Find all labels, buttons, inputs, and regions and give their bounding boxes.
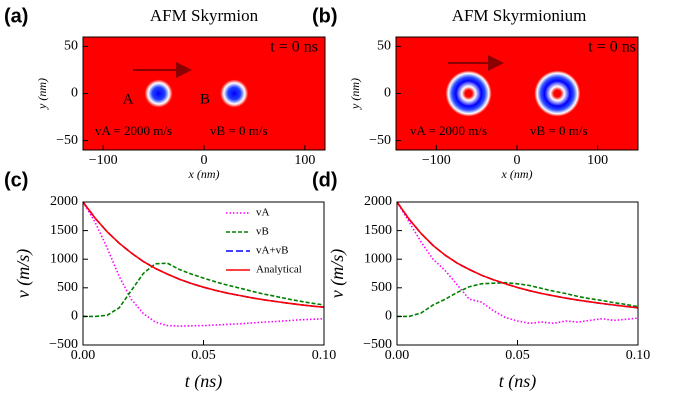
x-tick-label: −100 (422, 153, 451, 168)
y-tick-label: −50 (369, 133, 391, 148)
figure: (a) AFM Skyrmion t = 0 ns A BvA = 2000 m/s vB… (0, 0, 677, 403)
series-line (397, 202, 638, 308)
annotation: vB = 0 m/s (530, 123, 588, 138)
skyrmion (220, 80, 248, 108)
panel-label: (d) (312, 169, 338, 191)
y-tick-label: 500 (57, 280, 78, 295)
panel-label: (b) (312, 5, 338, 27)
y-tick-label: 50 (377, 39, 391, 54)
x-tick-label: 0.10 (312, 348, 337, 363)
y-tick-label: 0 (71, 309, 78, 324)
series-line (397, 202, 638, 308)
skyrmion (145, 80, 173, 108)
panel-title: AFM Skyrmion (150, 6, 259, 25)
annotation: t = 0 ns (270, 39, 318, 56)
y-axis-label: y (nm) (35, 78, 49, 110)
panel-label: (c) (4, 169, 28, 191)
y-tick-label: 2000 (364, 194, 392, 209)
x-tick-label: 100 (587, 153, 608, 168)
x-axis-label: t (ns) (499, 371, 537, 392)
y-tick-label: 1500 (364, 223, 392, 238)
skyrmion (534, 71, 580, 117)
panel-label: (a) (4, 5, 28, 27)
annotation: B (200, 91, 210, 107)
x-tick-label: 0.05 (191, 348, 216, 363)
y-tick-label: 50 (64, 39, 78, 54)
x-tick-label: 100 (294, 153, 315, 168)
x-axis-label: x (nm) (501, 167, 533, 181)
y-axis-label: v (m/s) (13, 249, 34, 298)
x-tick-label: 0.05 (505, 348, 530, 363)
y-tick-label: 500 (371, 280, 392, 295)
annotation: vA = 2000 m/s (95, 123, 172, 138)
y-tick-label: 1000 (50, 251, 78, 266)
y-tick-label: −500 (363, 337, 392, 352)
y-tick-label: 2000 (50, 194, 78, 209)
legend-label: vA (256, 207, 270, 219)
y-tick-label: 0 (385, 309, 392, 324)
legend-label: vB (256, 226, 269, 238)
y-axis-label: v (m/s) (327, 249, 348, 298)
y-tick-label: −50 (56, 133, 78, 148)
y-axis-label: y (nm) (348, 78, 362, 110)
y-tick-label: 0 (71, 86, 78, 101)
y-tick-label: 1000 (364, 251, 392, 266)
annotation: t = 0 ns (588, 39, 636, 56)
y-tick-label: 1500 (50, 223, 78, 238)
x-tick-label: −100 (89, 153, 118, 168)
plot-frame (397, 202, 638, 345)
y-tick-label: 0 (384, 86, 391, 101)
x-axis-label: t (ns) (185, 371, 223, 392)
legend-label: vA+vB (256, 245, 288, 257)
annotation: vB = 0 m/s (210, 123, 268, 138)
x-tick-label: 0.10 (626, 348, 651, 363)
x-axis-label: x (nm) (188, 167, 220, 181)
panel-title: AFM Skyrmionium (452, 6, 587, 25)
y-tick-label: −500 (49, 337, 78, 352)
annotation: A (123, 91, 134, 107)
legend-label: Analytical (256, 264, 302, 276)
skyrmion (446, 71, 492, 117)
annotation: vA = 2000 m/s (410, 123, 487, 138)
